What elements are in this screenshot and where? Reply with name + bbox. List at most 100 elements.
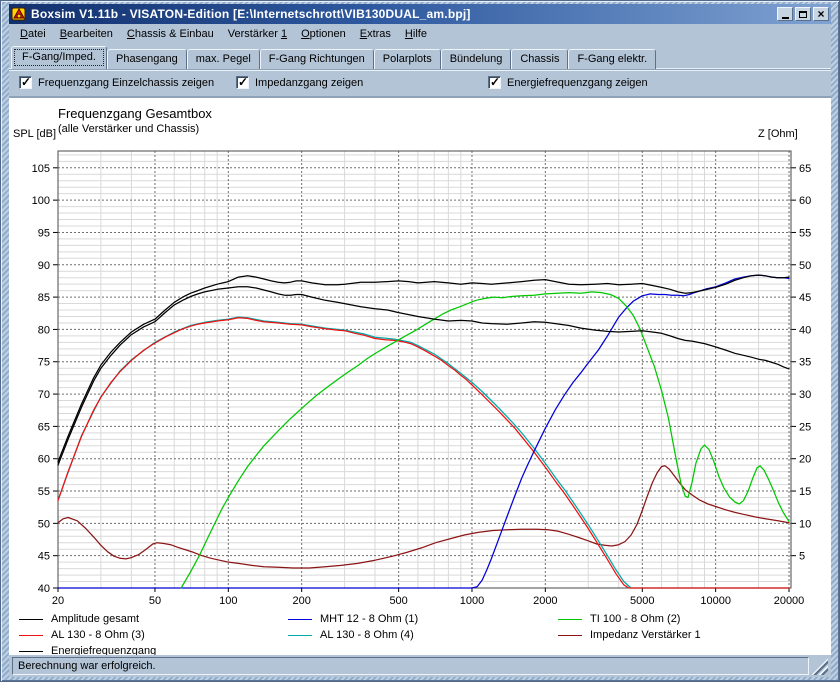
- menu-bar: DateiBearbeitenChassis & EinbauVerstärke…: [9, 24, 831, 44]
- tab-f-gang-richtungen[interactable]: F-Gang Richtungen: [260, 49, 374, 69]
- close-icon: ×: [814, 8, 828, 20]
- legend-item-impedanz-verst-rker-1: Impedanz Verstärker 1: [558, 627, 701, 643]
- legend-label: MHT 12 - 8 Ohm (1): [320, 613, 418, 625]
- checkbox-label: Impedanzgang zeigen: [255, 77, 363, 89]
- checkbox-frequenzgang-einzelchassis-zeigen[interactable]: ✓ Frequenzgang Einzelchassis zeigen: [19, 76, 214, 89]
- y-right-tick-label: 25: [799, 421, 811, 433]
- x-tick-label: 100: [219, 595, 237, 607]
- legend-line-swatch: [19, 635, 43, 636]
- y-left-tick-label: 70: [38, 389, 50, 401]
- legend-label: Energiefrequenzgang: [51, 645, 156, 655]
- y-left-tick-label: 50: [38, 518, 50, 530]
- menu-item-optionen[interactable]: Optionen: [294, 26, 353, 42]
- x-tick-label: 10000: [700, 595, 731, 607]
- legend-item-al-130-8-ohm-3: AL 130 - 8 Ohm (3): [19, 627, 156, 643]
- resize-grip[interactable]: [812, 657, 828, 675]
- y-left-tick-label: 95: [38, 227, 50, 239]
- app-window: Boxsim V1.11b - VISATON-Edition [E:\Inte…: [0, 0, 840, 682]
- tab-strip: F-Gang/Imped.Phasengangmax. PegelF-Gang …: [9, 44, 831, 69]
- legend-line-swatch: [288, 635, 312, 636]
- menu-item-bearbeiten[interactable]: Bearbeiten: [53, 26, 120, 42]
- series-mht-12-8-ohm-1: [58, 275, 789, 588]
- window-client-area: Boxsim V1.11b - VISATON-Edition [E:\Inte…: [9, 4, 831, 677]
- checkbox-toolbar: ✓ Frequenzgang Einzelchassis zeigen ✓ Imped…: [9, 69, 831, 98]
- check-icon: ✓: [238, 75, 248, 89]
- menu-item-datei[interactable]: Datei: [13, 26, 53, 42]
- x-tick-label: 20: [52, 595, 64, 607]
- tab-max-pegel[interactable]: max. Pegel: [187, 49, 260, 69]
- chart-subtitle: (alle Verstärker und Chassis): [58, 123, 199, 135]
- x-tick-label: 5000: [630, 595, 654, 607]
- legend-line-swatch: [558, 635, 582, 636]
- y-right-tick-label: 65: [799, 163, 811, 175]
- window-title: Boxsim V1.11b - VISATON-Edition [E:\Inte…: [31, 7, 777, 21]
- x-tick-label: 500: [389, 595, 407, 607]
- checkbox-box[interactable]: ✓: [488, 76, 501, 89]
- menu-item-chassis-einbau[interactable]: Chassis & Einbau: [120, 26, 221, 42]
- y-axis-label-right: Z [Ohm]: [758, 128, 798, 140]
- minimize-icon: [778, 8, 792, 20]
- maximize-icon: [796, 8, 810, 20]
- y-left-tick-label: 90: [38, 260, 50, 272]
- legend-label: AL 130 - 8 Ohm (3): [51, 629, 145, 641]
- y-right-tick-label: 15: [799, 486, 811, 498]
- tab-b-ndelung[interactable]: Bündelung: [441, 49, 512, 69]
- y-left-tick-label: 100: [32, 195, 50, 207]
- x-tick-label: 200: [292, 595, 310, 607]
- tab-polarplots[interactable]: Polarplots: [374, 49, 441, 69]
- x-tick-label: 20000: [774, 595, 805, 607]
- check-icon: ✓: [21, 75, 31, 89]
- y-axis-label-left: SPL [dB]: [13, 128, 56, 140]
- y-right-tick-label: 45: [799, 292, 811, 304]
- legend-line-swatch: [19, 619, 43, 620]
- y-left-tick-label: 105: [32, 163, 50, 175]
- legend-line-swatch: [558, 619, 582, 620]
- y-left-tick-label: 45: [38, 551, 50, 563]
- y-left-tick-label: 55: [38, 486, 50, 498]
- legend-item-amplitude-gesamt: Amplitude gesamt: [19, 611, 156, 627]
- legend-column: TI 100 - 8 Ohm (2) Impedanz Verstärker 1: [558, 611, 701, 643]
- x-tick-label: 2000: [533, 595, 557, 607]
- close-button[interactable]: ×: [813, 7, 829, 21]
- y-right-tick-label: 40: [799, 324, 811, 336]
- tab-f-gang-imped[interactable]: F-Gang/Imped.: [11, 46, 107, 69]
- y-right-tick-label: 60: [799, 195, 811, 207]
- y-left-tick-label: 60: [38, 454, 50, 466]
- y-right-tick-label: 50: [799, 260, 811, 272]
- y-right-tick-label: 20: [799, 454, 811, 466]
- chart-title: Frequenzgang Gesamtbox: [58, 106, 212, 121]
- chart-panel: 1051009590858075706560555045406560555045…: [9, 98, 831, 655]
- frequency-response-plot: 1051009590858075706560555045406560555045…: [9, 98, 831, 655]
- y-left-tick-label: 40: [38, 583, 50, 595]
- checkbox-box[interactable]: ✓: [19, 76, 32, 89]
- legend-label: AL 130 - 8 Ohm (4): [320, 629, 414, 641]
- menu-item-hilfe[interactable]: Hilfe: [398, 26, 434, 42]
- legend-line-swatch: [19, 651, 43, 652]
- app-icon: [11, 6, 27, 22]
- y-right-tick-label: 55: [799, 227, 811, 239]
- menu-item-verst-rker-1[interactable]: Verstärker 1: [221, 26, 294, 42]
- tab-f-gang-elektr[interactable]: F-Gang elektr.: [568, 49, 656, 69]
- menu-item-extras[interactable]: Extras: [353, 26, 398, 42]
- y-right-tick-label: 10: [799, 518, 811, 530]
- y-right-tick-label: 35: [799, 357, 811, 369]
- checkbox-energiefrequenzgang-zeigen[interactable]: ✓Energiefrequenzgang zeigen: [488, 76, 648, 89]
- minimize-button[interactable]: [777, 7, 793, 21]
- legend-column: Amplitude gesamt AL 130 - 8 Ohm (3) Energi…: [19, 611, 156, 655]
- legend-label: TI 100 - 8 Ohm (2): [590, 613, 680, 625]
- y-right-tick-label: 30: [799, 389, 811, 401]
- maximize-button[interactable]: [795, 7, 811, 21]
- legend-item-ti-100-8-ohm-2: TI 100 - 8 Ohm (2): [558, 611, 701, 627]
- window-controls: ×: [777, 7, 829, 21]
- y-left-tick-label: 80: [38, 324, 50, 336]
- y-left-tick-label: 65: [38, 421, 50, 433]
- check-icon: ✓: [490, 75, 500, 89]
- checkbox-box[interactable]: ✓: [236, 76, 249, 89]
- tab-phasengang[interactable]: Phasengang: [107, 49, 187, 69]
- y-left-tick-label: 85: [38, 292, 50, 304]
- checkbox-impedanzgang-zeigen[interactable]: ✓ Impedanzgang zeigen: [236, 76, 363, 89]
- series-energiefrequenzgang: [58, 287, 789, 465]
- checkbox-label: Frequenzgang Einzelchassis zeigen: [38, 77, 214, 89]
- tab-chassis[interactable]: Chassis: [511, 49, 568, 69]
- legend-label: Impedanz Verstärker 1: [590, 629, 701, 641]
